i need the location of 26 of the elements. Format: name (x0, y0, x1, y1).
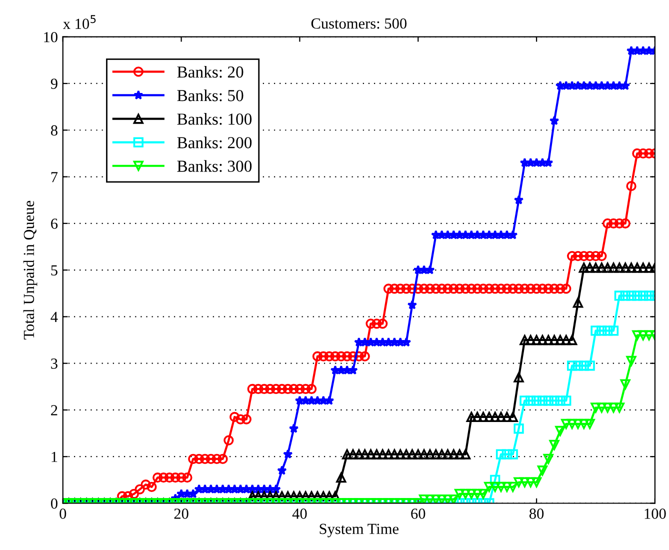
legend-label: Banks: 200 (177, 136, 252, 148)
y-tick-label: 9 (50, 78, 58, 89)
y-axis-title: Total Unpaid in Queue (23, 200, 38, 340)
y-tick-label: 4 (50, 312, 58, 322)
legend-label: Banks: 300 (177, 160, 252, 172)
y-tick-label: 5 (51, 265, 58, 276)
y-tick-label: 3 (51, 358, 58, 369)
y-tick-label: 2 (51, 405, 58, 416)
legend-label: Banks: 20 (177, 66, 244, 78)
y-tick-label: 7 (51, 172, 58, 182)
legend-label: Banks: 100 (177, 113, 252, 125)
chart-title: Customers: 500 (311, 18, 407, 29)
y-tick-label: 8 (50, 125, 58, 136)
x-tick-label: 0 (60, 508, 66, 519)
text: x 10$^{5}$ (63, 15, 96, 29)
x-tick-label: 40 (292, 508, 307, 519)
x-axis-title: System Time (320, 524, 399, 538)
y-tick-label: 0 (50, 498, 58, 509)
x-tick-label: 20 (174, 508, 188, 519)
y-tick-label: 6 (51, 218, 58, 229)
y-tick-label: 1 (52, 452, 58, 462)
x-tick-label: 100 (644, 508, 666, 519)
legend-label: Banks: 50 (177, 89, 244, 102)
y-tick-label: 10 (44, 32, 58, 42)
x-tick-label: 60 (411, 508, 426, 519)
x-tick-label: 80 (529, 508, 544, 519)
